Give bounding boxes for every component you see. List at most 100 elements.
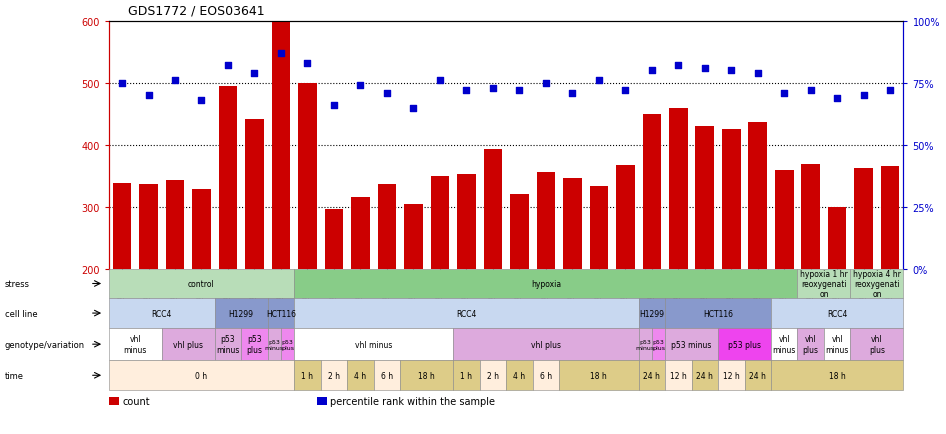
Bar [430,176,449,269]
Point [591,78,606,85]
Bar [745,361,771,390]
Text: stress: stress [5,279,29,288]
Bar [109,361,294,390]
Bar [109,328,162,361]
Text: vhl plus: vhl plus [173,340,203,349]
Text: 4 h: 4 h [355,371,366,380]
Bar [771,299,903,328]
Text: 12 h: 12 h [670,371,687,380]
Text: time: time [5,371,24,380]
Point [883,88,898,95]
Text: p53
minus: p53 minus [636,339,655,350]
Bar [347,361,374,390]
Point [671,63,686,70]
Bar [801,164,820,269]
Bar [109,397,119,405]
Text: control: control [188,279,215,288]
Text: HCT116: HCT116 [703,309,733,318]
Bar [797,328,824,361]
Bar [639,328,652,361]
Text: 1 h: 1 h [302,371,313,380]
Point [406,105,421,112]
Bar [281,328,294,361]
Bar [192,189,211,269]
Text: genotype/variation: genotype/variation [5,340,85,349]
Bar [272,22,290,269]
Bar [665,299,771,328]
Text: p53 minus: p53 minus [672,340,711,349]
Point [856,92,871,99]
Point [750,70,765,77]
Text: RCC4: RCC4 [827,309,848,318]
Bar [374,361,400,390]
Bar [850,328,903,361]
Bar [377,184,396,269]
Bar [669,109,688,269]
Bar [854,168,873,269]
Point [512,88,527,95]
Bar [639,361,665,390]
Text: 1 h: 1 h [461,371,472,380]
Text: vhl minus: vhl minus [355,340,393,349]
Text: H1299: H1299 [229,309,254,318]
Text: RCC4: RCC4 [151,309,172,318]
Bar [642,115,661,269]
Point [618,88,633,95]
Point [167,78,183,85]
Bar [268,299,294,328]
Bar [828,207,847,269]
Point [459,88,474,95]
Point [273,50,289,57]
Bar [453,361,480,390]
Point [353,82,368,89]
Bar [771,328,797,361]
Point [777,90,792,97]
Bar [722,130,741,269]
Bar [563,178,582,269]
Text: vhl plus: vhl plus [531,340,561,349]
Point [644,68,659,75]
Text: vhl
minus: vhl minus [826,335,849,354]
Bar [166,181,184,269]
Bar [113,184,131,269]
Text: 2 h: 2 h [328,371,340,380]
Bar [639,299,665,328]
Bar [241,328,268,361]
Bar [215,299,268,328]
Bar [510,195,529,269]
Text: 24 h: 24 h [643,371,660,380]
Point [697,65,712,72]
Bar [692,361,718,390]
Bar [324,209,343,269]
Text: vhl
minus: vhl minus [124,335,147,354]
Bar [480,361,506,390]
Text: p53
plus: p53 plus [652,339,665,350]
Text: 18 h: 18 h [590,371,607,380]
Text: percentile rank within the sample: percentile rank within the sample [330,396,495,406]
Text: H1299: H1299 [639,309,664,318]
Bar [215,328,241,361]
Bar [109,299,215,328]
Text: 0 h: 0 h [196,371,207,380]
Point [300,60,315,67]
Bar [268,328,281,361]
Bar [665,328,718,361]
Bar [506,361,533,390]
Point [379,90,394,97]
Bar [294,361,321,390]
Text: 6 h: 6 h [540,371,552,380]
Bar [748,123,767,269]
Text: vhl
plus: vhl plus [869,335,885,354]
Bar [294,328,453,361]
Bar [245,120,264,269]
Point [538,80,553,87]
Bar [317,397,327,405]
Point [830,95,845,102]
Text: 2 h: 2 h [487,371,499,380]
Bar [294,299,639,328]
Point [247,70,262,77]
Bar [219,87,237,269]
Bar [695,127,714,269]
Text: 24 h: 24 h [749,371,766,380]
Bar [850,269,903,299]
